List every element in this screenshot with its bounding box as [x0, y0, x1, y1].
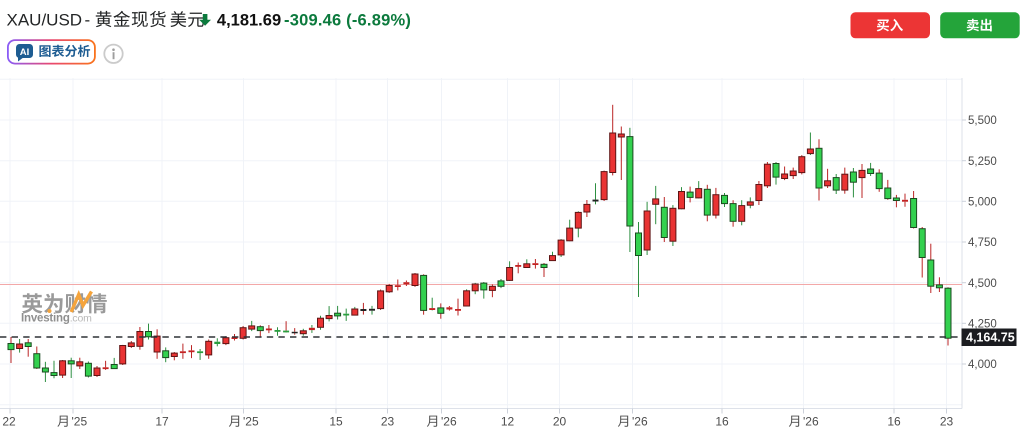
svg-text:12: 12: [501, 415, 515, 429]
svg-text:4,000: 4,000: [968, 359, 997, 371]
svg-text:20: 20: [553, 415, 567, 429]
svg-text:'25: '25: [243, 415, 259, 429]
svg-text:16: 16: [887, 415, 901, 429]
svg-text:23: 23: [940, 415, 954, 429]
svg-text:22: 22: [2, 415, 16, 429]
svg-text:4,500: 4,500: [968, 278, 997, 290]
svg-text:Investing.com: Investing.com: [21, 313, 92, 325]
svg-text:5,250: 5,250: [968, 156, 997, 168]
svg-text:4,250: 4,250: [968, 319, 997, 331]
svg-text:15: 15: [329, 415, 343, 429]
svg-text:5,000: 5,000: [968, 197, 997, 209]
svg-text:-309.46 (-6.89%): -309.46 (-6.89%): [284, 11, 411, 29]
svg-text:4,164.75: 4,164.75: [966, 331, 1015, 345]
svg-text:23: 23: [381, 415, 395, 429]
svg-text:5,500: 5,500: [968, 115, 997, 127]
svg-text:XAU/USD: XAU/USD: [7, 10, 83, 29]
svg-text:'26: '26: [441, 415, 457, 429]
svg-text:4,181.69: 4,181.69: [217, 11, 281, 29]
svg-text:17: 17: [155, 415, 169, 429]
svg-text:-: -: [85, 10, 91, 29]
svg-text:16: 16: [715, 415, 729, 429]
svg-text:4,750: 4,750: [968, 237, 997, 249]
svg-text:AI: AI: [20, 47, 30, 58]
svg-text:'26: '26: [803, 415, 819, 429]
svg-text:'26: '26: [632, 415, 648, 429]
svg-text:'25: '25: [72, 415, 88, 429]
